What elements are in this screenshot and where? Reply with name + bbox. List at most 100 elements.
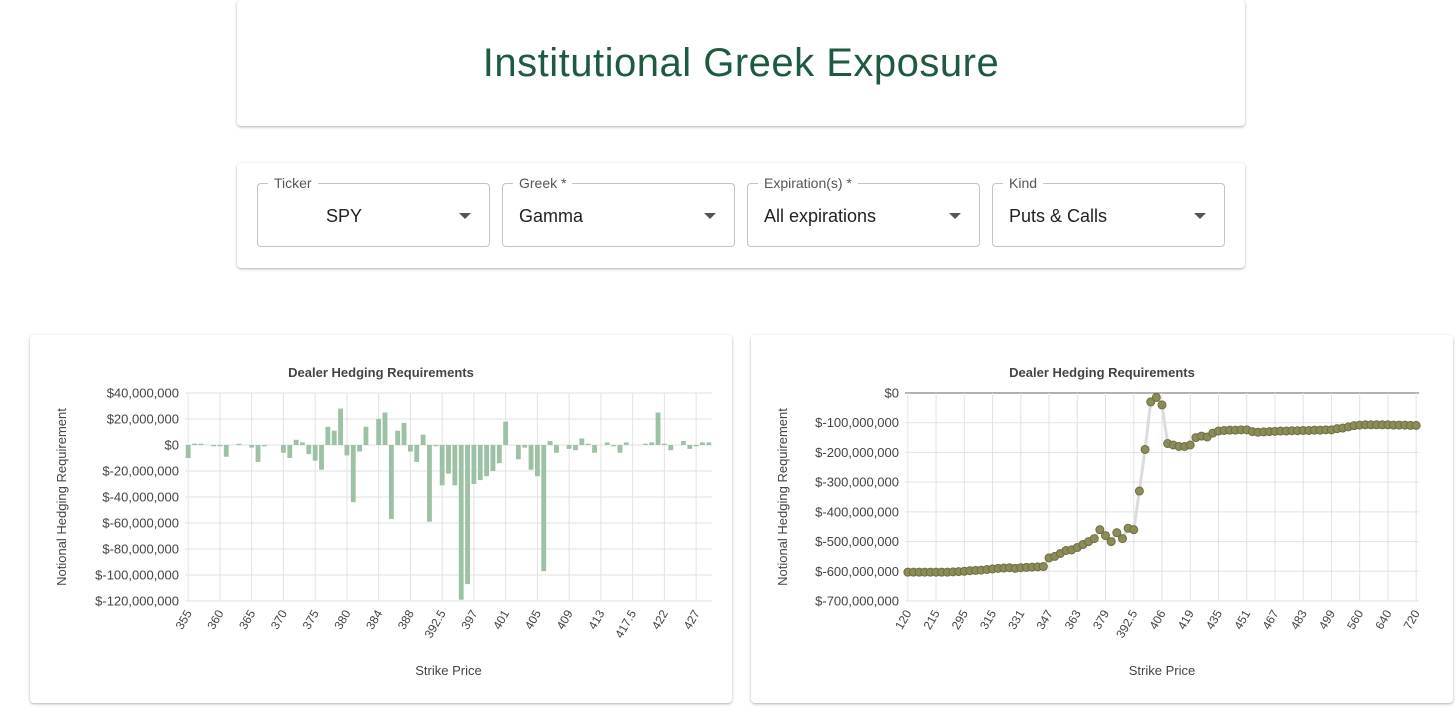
x-tick-label: 435	[1203, 607, 1225, 632]
bar	[693, 445, 699, 447]
bar	[217, 445, 223, 447]
bar	[528, 445, 534, 470]
x-tick-label: 392.5	[1113, 607, 1140, 640]
page-title: Institutional Greek Exposure	[482, 40, 1000, 85]
x-tick-label: 483	[1288, 607, 1310, 632]
x-tick-label: 417.5	[612, 607, 639, 640]
bar	[573, 445, 578, 451]
kind-select[interactable]: Kind Puts & Calls	[992, 175, 1225, 247]
bar	[420, 434, 426, 445]
x-tick-label: 295	[949, 607, 971, 632]
select-value: Puts & Calls	[1009, 206, 1108, 226]
bar	[541, 445, 547, 572]
chart-title: Dealer Hedging Requirements	[288, 365, 474, 380]
bar	[458, 445, 464, 600]
bar	[687, 445, 693, 449]
bar	[338, 408, 343, 445]
filter-card: Ticker SPY Greek * Gamma Expiration(s) *…	[237, 163, 1245, 268]
bar	[668, 445, 674, 451]
y-tick-label: $-20,000,000	[102, 464, 179, 479]
select-value: All expirations	[764, 206, 877, 226]
point	[1106, 537, 1116, 547]
y-tick-label: $-200,000,000	[815, 445, 899, 460]
bar	[534, 445, 540, 477]
bar	[363, 426, 369, 445]
bar	[604, 442, 610, 445]
x-tick-label: 467	[1259, 607, 1281, 632]
bar	[706, 442, 712, 445]
dropdown-arrow	[704, 213, 716, 219]
x-tick-label: 380	[331, 607, 353, 632]
x-tick-label: 451	[1231, 607, 1253, 632]
bar	[661, 443, 667, 445]
bar	[306, 445, 312, 455]
x-tick-label: 215	[921, 607, 943, 632]
ticker-select[interactable]: Ticker SPY	[257, 175, 490, 247]
point	[1089, 534, 1099, 544]
y-tick-label: $0	[165, 438, 179, 453]
x-axis-label: Strike Price	[415, 663, 481, 678]
select-label: Greek *	[513, 175, 573, 191]
point	[1101, 531, 1111, 541]
greek-select[interactable]: Greek * Gamma	[502, 175, 735, 247]
bar	[681, 441, 686, 445]
bar	[287, 445, 293, 458]
bar	[223, 445, 229, 457]
y-tick-label: $20,000,000	[107, 412, 179, 427]
x-tick-label: 355	[173, 607, 195, 632]
bar	[585, 443, 591, 445]
bar	[211, 445, 216, 447]
x-tick-label: 640	[1372, 607, 1394, 632]
select-value: SPY	[326, 206, 363, 226]
bar	[350, 445, 356, 503]
y-axis-label: Notional Hedging Requirement	[775, 408, 790, 586]
bar	[198, 443, 204, 445]
x-tick-label: 388	[395, 607, 417, 632]
x-tick-label: 427	[681, 607, 703, 632]
bar	[300, 442, 305, 445]
y-axis-label: Notional Hedging Requirement	[54, 408, 69, 586]
bar	[401, 422, 407, 445]
x-tick-label: 560	[1344, 607, 1366, 632]
y-tick-label: $-300,000,000	[815, 475, 899, 490]
chart-title: Dealer Hedging Requirements	[1009, 365, 1195, 380]
x-tick-label: 406	[1146, 607, 1168, 632]
bar	[700, 442, 705, 445]
x-tick-label: 499	[1316, 607, 1338, 632]
bar	[281, 445, 286, 453]
title-card: Institutional Greek Exposure	[237, 0, 1245, 126]
y-tick-label: $0	[885, 386, 899, 401]
bar	[293, 439, 299, 445]
bar	[655, 412, 661, 445]
bar	[452, 445, 458, 486]
point	[1411, 420, 1421, 430]
bar	[592, 445, 597, 453]
bar	[261, 445, 267, 447]
bar	[465, 445, 470, 585]
point	[1157, 400, 1167, 410]
bar	[414, 445, 420, 462]
x-tick-label: 384	[363, 607, 385, 632]
dropdown-arrow	[459, 213, 471, 219]
bar	[484, 445, 490, 477]
bar	[331, 430, 337, 445]
x-tick-label: 401	[490, 607, 512, 632]
bar	[579, 438, 585, 445]
y-tick-label: $-600,000,000	[815, 564, 899, 579]
x-tick-label: 360	[204, 607, 226, 632]
expiration-select[interactable]: Expiration(s) * All expirations	[747, 175, 980, 247]
x-tick-label: 397	[458, 607, 480, 632]
y-tick-label: $-100,000,000	[815, 415, 899, 430]
bar	[376, 419, 382, 445]
x-tick-label: 405	[522, 607, 544, 632]
bar	[344, 445, 350, 456]
bar	[490, 445, 496, 471]
bar	[617, 445, 623, 453]
point	[1129, 525, 1139, 535]
x-tick-label: 392.5	[422, 607, 449, 640]
bar	[433, 445, 439, 447]
point	[1095, 525, 1105, 535]
point	[1134, 486, 1144, 496]
dropdown-arrow	[1194, 213, 1206, 219]
dropdown-arrow	[949, 213, 961, 219]
